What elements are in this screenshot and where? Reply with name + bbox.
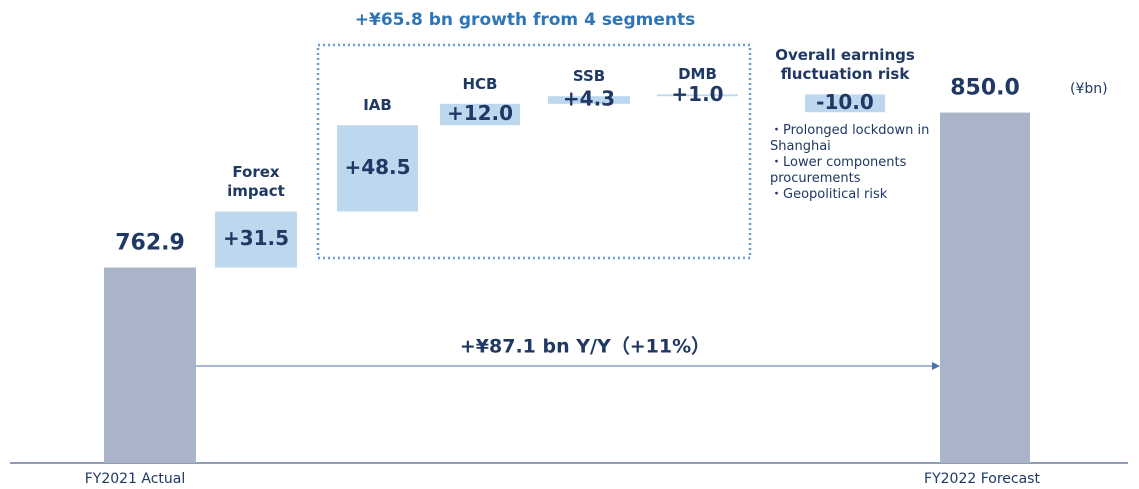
category-box: Overall earnings fluctuation risk: [775, 46, 915, 84]
notes: ・Prolonged lockdown in Shanghai・Lower co…: [770, 123, 945, 203]
arrow-head: [932, 362, 940, 370]
note: ・Lower components procurements: [770, 155, 907, 186]
bar: [657, 94, 738, 97]
bracket-title: +¥65.8 bn growth from 4 segments: [355, 10, 695, 30]
note: ・Geopolitical risk: [770, 187, 888, 202]
bar: [337, 125, 418, 212]
category-box: SSB: [572, 67, 606, 86]
category-box: Forex impact: [227, 163, 285, 201]
category-box: IAB: [363, 96, 392, 115]
value-label: 762.9: [115, 231, 185, 256]
value-label: 850.0: [950, 76, 1020, 101]
arrow-label: +¥87.1 bn Y/Y（+11%）: [460, 335, 710, 358]
value-label: +4.3: [563, 87, 615, 111]
category-label: SSB: [572, 67, 606, 86]
category-box: DMB: [678, 65, 717, 84]
bar: [440, 103, 520, 126]
bar: [805, 94, 885, 113]
bar: [940, 112, 1030, 463]
category-box: HCB: [462, 74, 498, 93]
value-label: +31.5: [223, 226, 289, 250]
value-label: -10.0: [816, 90, 874, 114]
segment-bracket: [316, 43, 752, 260]
value-label: +1.0: [671, 82, 723, 106]
category-label: Overall earnings fluctuation risk: [775, 46, 915, 84]
notes-list: ・Prolonged lockdown in Shanghai ・Lower co…: [770, 123, 945, 203]
value-label: +48.5: [344, 155, 410, 179]
category-label: IAB: [363, 96, 392, 115]
category-label: HCB: [462, 74, 498, 93]
value-label: +12.0: [447, 101, 513, 125]
category-label: DMB: [678, 65, 717, 84]
bar: [548, 96, 630, 104]
unit-label: (¥bn): [1070, 81, 1108, 97]
bar: [104, 267, 196, 463]
bar: [215, 211, 297, 268]
x-tick-label: FY2021 Actual: [85, 471, 186, 487]
x-tick-label: FY2022 Forecast: [924, 471, 1040, 487]
category-label: Forex impact: [227, 163, 285, 201]
note: ・Prolonged lockdown in Shanghai: [770, 123, 930, 154]
